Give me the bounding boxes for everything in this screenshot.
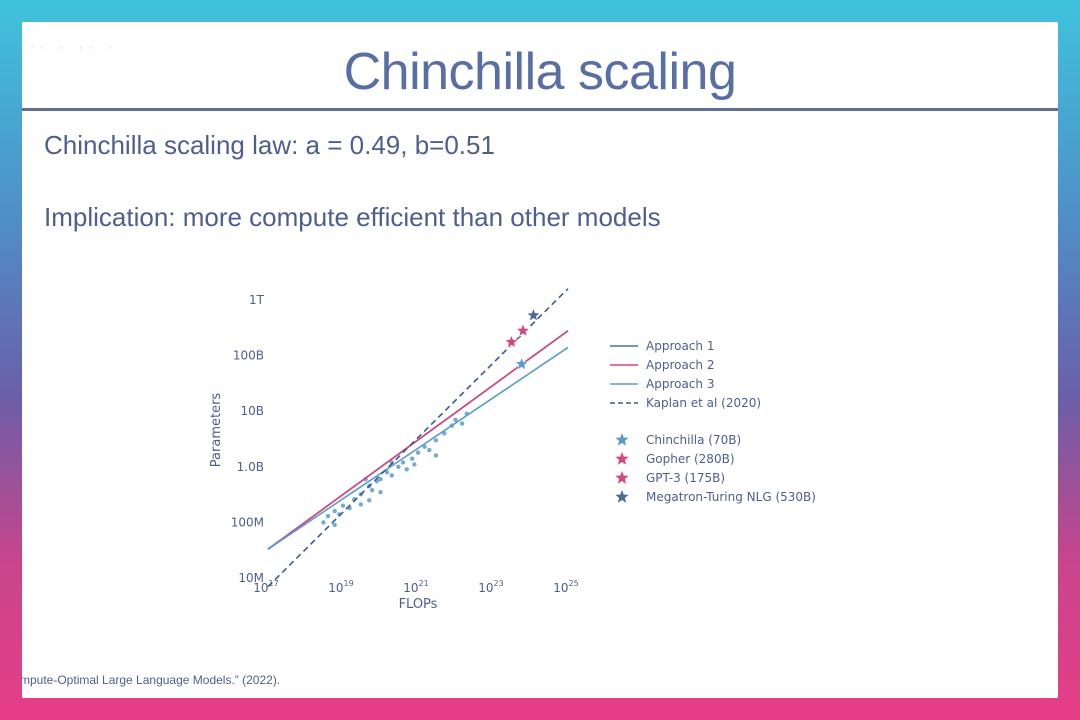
- scatter-point: [367, 498, 372, 503]
- scatter-point: [409, 456, 415, 461]
- scatter-point: [332, 522, 337, 528]
- scatter-point: [433, 438, 439, 443]
- series-line: [267, 288, 569, 588]
- legend-label: Approach 3: [646, 377, 714, 391]
- slide: ·· · ·· · Chinchilla scaling Chinchilla …: [22, 22, 1058, 698]
- y-tick-label: 1T: [249, 293, 265, 307]
- scatter-point: [332, 508, 337, 514]
- x-tick-label: 1021: [403, 579, 428, 595]
- scatter-point: [412, 462, 417, 467]
- legend-label: Approach 1: [646, 339, 714, 353]
- scatter-point: [340, 503, 346, 508]
- model-star-marker: [503, 334, 519, 349]
- x-axis-label: FLOPs: [399, 597, 438, 612]
- scatter-point: [396, 464, 401, 469]
- scatter-point: [325, 513, 331, 519]
- series-line: [267, 346, 569, 550]
- y-tick-label: 100M: [231, 515, 264, 529]
- model-star-marker: [526, 307, 541, 322]
- scatter-point: [321, 520, 326, 525]
- scatter-point: [404, 467, 409, 472]
- scatter-point: [378, 489, 383, 495]
- y-tick-label: 10B: [240, 404, 264, 418]
- title-divider: [22, 108, 1058, 111]
- scatter-point: [459, 421, 465, 426]
- x-tick-label: 1017: [253, 579, 278, 595]
- scatter-point: [422, 444, 427, 449]
- legend-label: Gopher (280B): [646, 452, 735, 466]
- y-tick-label: 1.0B: [237, 460, 264, 474]
- y-tick-label: 10M: [238, 571, 264, 585]
- scatter-point: [378, 476, 383, 482]
- model-star-marker: [514, 356, 530, 371]
- legend-label: Megatron-Turing NLG (530B): [646, 490, 816, 504]
- y-tick-label: 100B: [233, 349, 264, 363]
- legend-label: Chinchilla (70B): [646, 433, 741, 447]
- legend-star-icon: [615, 490, 629, 503]
- model-star-marker: [515, 322, 531, 338]
- slide-title: Chinchilla scaling: [343, 43, 737, 101]
- scatter-point: [415, 450, 421, 455]
- logo: ·· · ·· ·: [30, 40, 118, 54]
- x-tick-label: 1023: [478, 579, 503, 595]
- x-tick-label: 1025: [553, 579, 578, 595]
- legend-label: Approach 2: [646, 358, 714, 372]
- scatter-point: [453, 417, 458, 423]
- scatter-point: [433, 453, 439, 458]
- scaling-law-text: Chinchilla scaling law: a = 0.49, b=0.51: [44, 130, 495, 160]
- scatter-point: [369, 487, 375, 493]
- legend-star-icon: [615, 471, 629, 484]
- legend-label: GPT-3 (175B): [646, 471, 725, 485]
- scatter-point: [384, 469, 390, 475]
- legend-label: Kaplan et al (2020): [646, 396, 761, 410]
- y-axis-label: Parameters: [209, 393, 224, 468]
- legend-star-icon: [615, 452, 629, 465]
- scatter-point: [400, 460, 406, 465]
- scatter-point: [427, 447, 432, 453]
- x-tick-label: 1019: [328, 579, 353, 595]
- scatter-point: [389, 473, 394, 478]
- implication-text: Implication: more compute efficient than…: [44, 202, 661, 232]
- scatter-point: [358, 502, 364, 507]
- citation: mpute-Optimal Large Language Models.” (2…: [22, 673, 281, 687]
- scaling-chart: 10M 100M 1.0B 10B 100B 1T 1017 1019 1021 1023 1025…: [209, 288, 816, 612]
- legend-star-icon: [615, 433, 629, 446]
